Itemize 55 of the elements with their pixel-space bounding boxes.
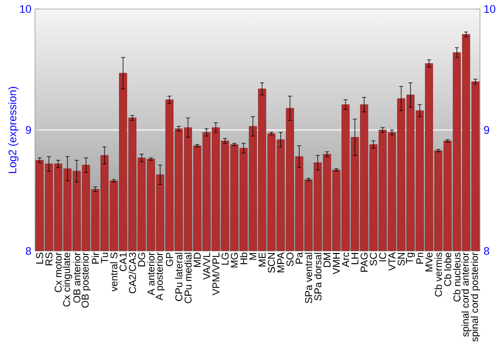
x-tick-label: VTA [388, 252, 396, 271]
x-tick-label: VPM/VPL [212, 252, 220, 296]
x-tick-label: SO [286, 252, 294, 266]
x-tick-label: LH [351, 253, 358, 264]
y-axis-title: Log2 (expression) [8, 86, 18, 173]
x-tick-label: CPu lateral [175, 252, 182, 301]
x-tick-label: Cb lobe [444, 252, 452, 286]
x-tick-label: spinal cord posterior [470, 252, 480, 342]
y2-tick-label: 8 [484, 247, 490, 255]
x-tick-label: VMH [332, 253, 340, 274]
x-tick-label: PAG [360, 252, 368, 272]
x-tick-label: Pn [416, 252, 424, 264]
x-tick-label: A anterior [147, 252, 155, 296]
x-tick-label: CPu medial [184, 252, 192, 304]
x-tick-label: Tg [406, 252, 415, 264]
y-tick-label: 10 [20, 5, 32, 13]
x-tick-label: MD [194, 252, 201, 267]
x-tick-label: VA/VL [202, 252, 210, 280]
x-tick-label: Cb vermis [434, 252, 442, 297]
x-tick-label: Cx motor [54, 252, 62, 292]
x-tick-label: RS [45, 252, 52, 266]
x-tick-label: SPa ventral [304, 252, 312, 304]
x-tick-label: Cb nucleus [453, 252, 460, 302]
y-tick-label: 9 [26, 126, 31, 134]
x-tick-label: MG [230, 252, 238, 268]
y2-tick-label: 9 [484, 126, 490, 134]
x-tick-label: Hb [240, 252, 248, 264]
x-tick-label: SN [398, 253, 405, 266]
x-tick-label: Cx cingulate [62, 252, 72, 307]
x-tick-label: LS [36, 252, 44, 264]
x-tick-label: IC [379, 252, 386, 262]
y-tick-label: 8 [26, 247, 31, 255]
x-tick-label: M [249, 253, 256, 260]
x-tick-label: LG [222, 252, 229, 265]
x-tick-label: DG [138, 252, 146, 266]
x-tick-label: DM [324, 253, 330, 267]
x-tick-label: OB posterior [81, 252, 91, 308]
x-tick-label: ventral S [110, 252, 118, 292]
x-tick-label: GP [166, 252, 173, 266]
x-tick-label: OB anterior [73, 252, 80, 303]
x-tick-label: SC [370, 252, 377, 266]
x-tick-label: MPA [277, 252, 284, 272]
x-tick-label: Arc [342, 252, 350, 268]
x-tick-label: CA2/CA3 [128, 252, 136, 294]
x-tick-label: Pir [92, 252, 99, 264]
x-tick-label: MVe [426, 252, 432, 272]
x-tick-label: Pa [296, 252, 303, 264]
x-tick-label: spinal cord anterior [461, 252, 471, 337]
x-tick-label: CA1 [120, 252, 127, 272]
y2-tick-label: 10 [484, 5, 496, 13]
x-tick-label: A posterior [156, 252, 165, 300]
x-tick-label: ME [258, 252, 266, 266]
x-tick-label: SPa dorsal [314, 252, 322, 300]
x-tick-label: Tu [101, 252, 108, 264]
x-tick-label: SCN [268, 253, 275, 273]
